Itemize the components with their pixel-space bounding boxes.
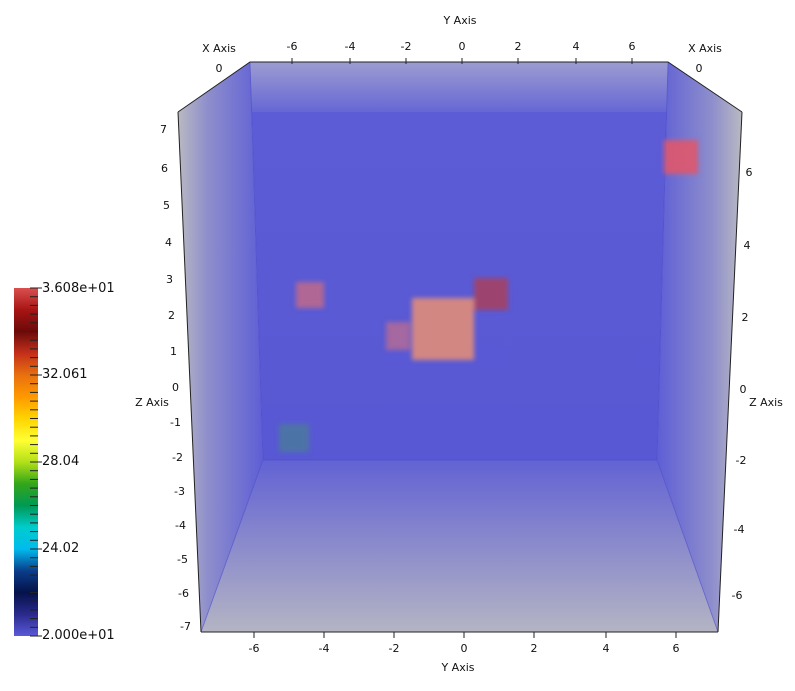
right-z-axis-title: Z Axis (749, 396, 783, 409)
bottom-y-tick-label: 2 (531, 642, 538, 655)
colorbar-label-24: 24.02 (42, 541, 80, 556)
bottom-y-tick-label: -4 (319, 642, 330, 655)
right-z-tick-label: 2 (742, 311, 749, 324)
left-z-tick-label: -5 (177, 553, 188, 566)
left-x-tick: 0 (216, 62, 223, 75)
blob-left (296, 282, 324, 308)
left-z-tick-label: -7 (180, 620, 191, 633)
left-z-axis-title: Z Axis (135, 396, 169, 409)
left-z-tick-label: 2 (168, 309, 175, 322)
top-y-tick-label: -6 (287, 40, 298, 53)
bottom-y-tick-label: -2 (389, 642, 400, 655)
right-z-tick-label: -6 (732, 589, 743, 602)
left-z-tick-label: 7 (160, 123, 167, 136)
left-z-tick-label: 0 (172, 381, 179, 394)
top-y-tick-label: -2 (401, 40, 412, 53)
right-z-tick-label: 0 (740, 383, 747, 396)
blob-top-right (664, 140, 698, 174)
right-z-tick-label: 4 (744, 239, 751, 252)
bottom-y-tick-label: -6 (249, 642, 260, 655)
right-face (657, 62, 742, 632)
right-z-tick-label: -4 (734, 523, 745, 536)
top-y-tick-label: -4 (345, 40, 356, 53)
left-x-axis-title: X Axis (202, 42, 236, 55)
color-legend: 3.608e+01 32.061 28.04 24.02 2.000e+01 (0, 0, 160, 691)
right-z-ticks: 6 4 2 0 -2 -4 -6 (732, 166, 753, 602)
top-face (178, 62, 742, 112)
top-y-tick-label: 6 (629, 40, 636, 53)
bottom-y-ticks: -6 -4 -2 0 2 4 6 (249, 632, 680, 655)
colorbar-max-label: 3.608e+01 (42, 281, 115, 296)
bottom-y-axis-title: Y Axis (440, 661, 474, 674)
blob-small-left (386, 322, 410, 350)
top-y-axis-title: Y Axis (442, 14, 476, 27)
top-y-tick-label: 4 (573, 40, 580, 53)
left-z-tick-label: -1 (170, 416, 181, 429)
colorbar-label-28: 28.04 (42, 454, 80, 469)
colorbar-scale (14, 287, 42, 637)
left-z-tick-label: -6 (178, 587, 189, 600)
left-z-tick-label: 3 (166, 273, 173, 286)
axes-frame (177, 61, 743, 633)
left-z-tick-label: -3 (174, 485, 185, 498)
colorbar-label-32: 32.061 (42, 367, 88, 382)
blob-teal (279, 424, 309, 452)
right-x-axis-title: X Axis (688, 42, 722, 55)
left-z-tick-label: 4 (165, 236, 172, 249)
top-y-tick-label: 0 (459, 40, 466, 53)
left-z-ticks: 7 6 5 4 3 2 1 0 -1 -2 -3 -4 -5 -6 -7 (160, 123, 191, 633)
back-face (250, 62, 668, 460)
floor-face (201, 460, 718, 632)
right-z-tick-label: 6 (746, 166, 753, 179)
left-z-tick-label: 1 (170, 345, 177, 358)
left-z-tick-label: 5 (163, 199, 170, 212)
colorbar-min-label: 2.000e+01 (42, 628, 115, 643)
right-x-tick: 0 (696, 62, 703, 75)
left-z-tick-label: -2 (172, 451, 183, 464)
right-z-tick-label: -2 (736, 454, 747, 467)
left-face (178, 62, 263, 632)
top-y-ticks: -6 -4 -2 0 2 4 6 (287, 40, 636, 64)
bottom-y-tick-label: 6 (673, 642, 680, 655)
box-edges (200, 61, 719, 633)
bottom-y-tick-label: 4 (603, 642, 610, 655)
top-y-tick-label: 2 (515, 40, 522, 53)
blob-center-large (412, 298, 474, 360)
bottom-y-tick-label: 0 (461, 642, 468, 655)
data-blobs (279, 140, 698, 452)
left-z-tick-label: -4 (175, 519, 186, 532)
colorbar-ticks (30, 287, 42, 637)
blob-dark-red (474, 278, 508, 310)
left-z-tick-label: 6 (161, 162, 168, 175)
